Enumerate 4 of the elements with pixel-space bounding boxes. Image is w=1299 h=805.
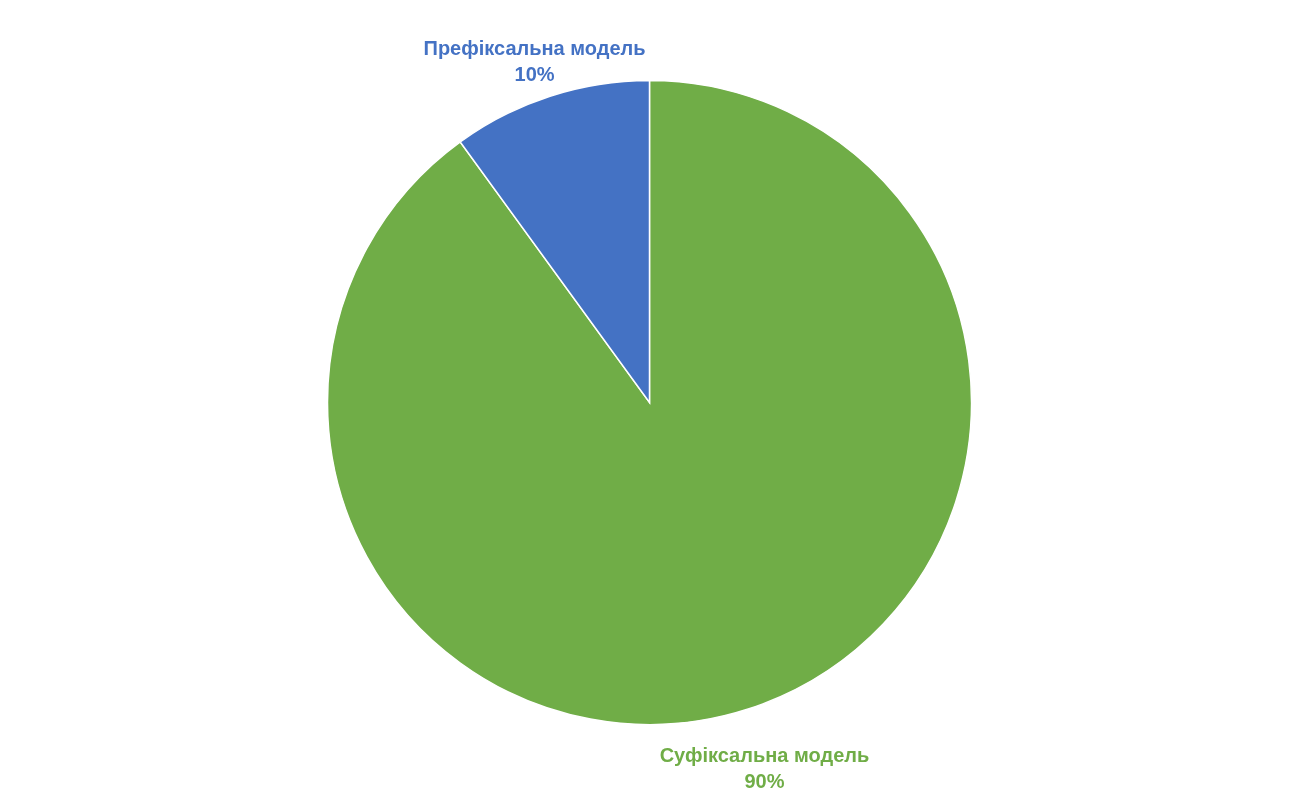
data-label: 90% — [744, 770, 785, 793]
slice-label: Префіксальна модель — [423, 36, 646, 59]
data-label: 10% — [514, 62, 555, 85]
slice-label: Суфіксальна модель — [659, 744, 870, 767]
